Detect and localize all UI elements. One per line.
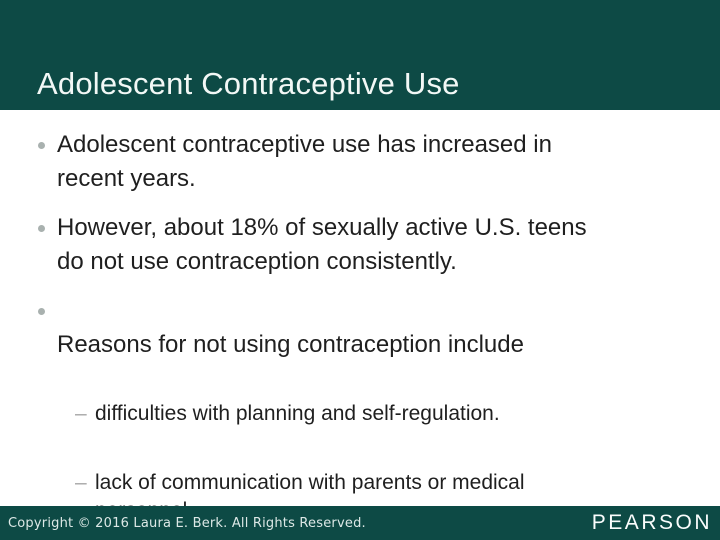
bullet-item: Adolescent contraceptive use has increas… <box>38 128 700 196</box>
dash-icon: – <box>75 471 87 494</box>
slide-body: Adolescent contraceptive use has increas… <box>0 110 720 522</box>
slide-header: Adolescent Contraceptive Use <box>0 0 720 110</box>
bullet-text: Adolescent contraceptive use has increas… <box>57 131 552 192</box>
bullet-text: However, about 18% of sexually active U.… <box>57 214 587 275</box>
bullet-text: Reasons for not using contraception incl… <box>57 294 557 540</box>
dash-icon: – <box>75 402 87 425</box>
sub-bullet-item: – difficulties with planning and self-re… <box>75 400 557 428</box>
bullet-item: Reasons for not using contraception incl… <box>38 294 700 540</box>
copyright-text: Copyright © 2016 Laura E. Berk. All Righ… <box>8 515 366 531</box>
bullet-dot-icon <box>38 142 45 149</box>
slide-title: Adolescent Contraceptive Use <box>37 66 460 101</box>
slide-footer: Copyright © 2016 Laura E. Berk. All Righ… <box>0 506 720 540</box>
pearson-logo: PEARSON <box>591 511 712 534</box>
bullet-text-line: Reasons for not using contraception incl… <box>57 331 524 358</box>
bullet-dot-icon <box>38 308 45 315</box>
bullet-dot-icon <box>38 225 45 232</box>
bullet-item: However, about 18% of sexually active U.… <box>38 211 700 279</box>
bullet-list: Adolescent contraceptive use has increas… <box>38 128 700 540</box>
sub-bullet-text: difficulties with planning and self-regu… <box>95 402 500 425</box>
